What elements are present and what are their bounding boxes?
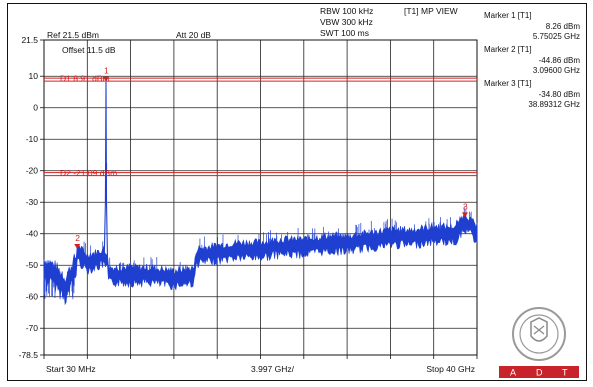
x-div-label: 3.997 GHz/ <box>251 364 295 374</box>
y-tick-label: 21.5 <box>21 35 38 45</box>
sweep-time-label: SWT 100 ms <box>320 28 369 38</box>
y-tick-label: -50 <box>26 260 39 270</box>
y-tick-label: 0 <box>33 103 38 113</box>
y-tick-label: -70 <box>26 323 39 333</box>
attenuation-label: Att 20 dB <box>176 30 211 40</box>
carrier-spike <box>103 81 109 266</box>
rbw-label: RBW 100 kHz <box>320 6 374 16</box>
marker-1-label: 1 <box>104 66 109 76</box>
marker-2-level: -44.86 dBm <box>538 56 580 65</box>
overlay-layer <box>44 76 477 250</box>
y-tick-label: -40 <box>26 229 39 239</box>
trace-mode-label: [T1] MP VIEW <box>404 6 458 16</box>
x-start-label: Start 30 MHz <box>46 364 96 374</box>
offset-label: Offset 11.5 dB <box>62 45 116 55</box>
y-tick-label: -60 <box>26 292 39 302</box>
y-tick-label: -30 <box>26 197 39 207</box>
marker-3-level: -34.80 dBm <box>538 90 580 99</box>
marker-1-level: 8.26 dBm <box>545 22 580 31</box>
svg-text:A: A <box>510 368 516 378</box>
marker-1-freq: 5.75025 GHz <box>532 32 580 41</box>
marker-3-title: Marker 3 [T1] <box>484 79 532 88</box>
svg-text:T: T <box>562 368 568 378</box>
y-tick-label: 10 <box>29 71 39 81</box>
marker-2-title: Marker 2 [T1] <box>484 45 532 54</box>
svg-text:D: D <box>536 368 543 378</box>
marker-3-label: 3 <box>463 201 468 211</box>
certification-logo: A D T <box>499 307 579 378</box>
vbw-label: VBW 300 kHz <box>320 17 373 27</box>
label-layer: 21.5 10 0 -10 -20 -30 -40 -50 -60 -70 -78.5 Start 3… <box>19 35 475 374</box>
y-tick-label: -78.5 <box>19 350 39 360</box>
y-tick-label: -10 <box>26 134 39 144</box>
marker-1-title: Marker 1 [T1] <box>484 11 532 20</box>
marker-3-symbol <box>461 212 468 218</box>
y-tick-label: -20 <box>26 166 39 176</box>
marker-3-freq: 38.89312 GHz <box>528 100 580 109</box>
limit-line-label-1: D1 8.91 dBm <box>60 74 110 84</box>
ref-level-label: Ref 21.5 dBm <box>47 30 99 40</box>
limit-line-label-2: D2 -21.09 dBm <box>60 168 117 178</box>
marker-1-symbol <box>102 76 109 82</box>
marker-2-symbol <box>74 244 81 250</box>
marker-2-freq: 3.09600 GHz <box>532 66 580 75</box>
marker-2-label: 2 <box>75 233 80 243</box>
x-stop-label: Stop 40 GHz <box>426 364 475 374</box>
analyzer-frame <box>7 3 587 381</box>
